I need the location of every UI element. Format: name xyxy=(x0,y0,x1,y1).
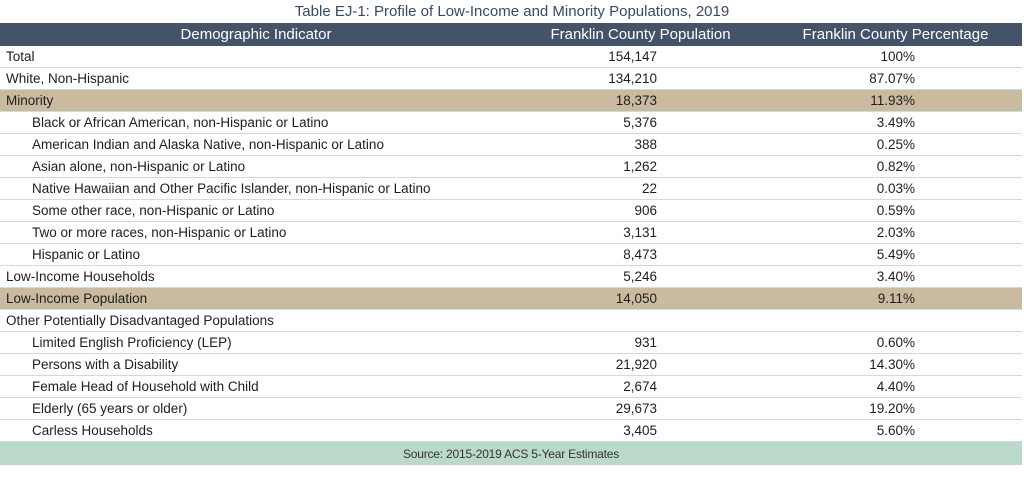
row-percentage xyxy=(769,309,1022,332)
row-population: 21,920 xyxy=(512,353,769,376)
row-label: Persons with a Disability xyxy=(0,353,512,376)
row-population: 5,246 xyxy=(512,265,769,288)
row-percentage: 11.93% xyxy=(769,89,1022,112)
row-percentage: 3.49% xyxy=(769,111,1022,134)
table-container: Table EJ-1: Profile of Low-Income and Mi… xyxy=(0,3,1022,465)
row-percentage: 0.59% xyxy=(769,199,1022,222)
row-population: 22 xyxy=(512,177,769,200)
table-row: Asian alone, non-Hispanic or Latino 1,262… xyxy=(0,155,1022,178)
column-header-population: Franklin County Population xyxy=(512,23,769,46)
table-row: White, Non-Hispanic 134,210 87.07% xyxy=(0,67,1022,90)
row-label: White, Non-Hispanic xyxy=(0,67,512,90)
source-row: Source: 2015-2019 ACS 5-Year Estimates xyxy=(0,441,1022,465)
table-row: Low-Income Population 14,050 9.11% xyxy=(0,287,1022,310)
row-percentage: 5.49% xyxy=(769,243,1022,266)
row-percentage: 4.40% xyxy=(769,375,1022,398)
row-label: Other Potentially Disadvantaged Populati… xyxy=(0,309,512,332)
row-population: 2,674 xyxy=(512,375,769,398)
row-label: Low-Income Households xyxy=(0,265,512,288)
row-percentage: 87.07% xyxy=(769,67,1022,90)
table-row: Black or African American, non-Hispanic … xyxy=(0,111,1022,134)
row-label: Carless Households xyxy=(0,419,512,442)
row-label: Native Hawaiian and Other Pacific Island… xyxy=(0,177,512,200)
row-percentage: 0.82% xyxy=(769,155,1022,178)
row-percentage: 0.03% xyxy=(769,177,1022,200)
column-header-percentage: Franklin County Percentage xyxy=(769,23,1022,46)
table-row: Other Potentially Disadvantaged Populati… xyxy=(0,309,1022,332)
row-population: 18,373 xyxy=(512,89,769,112)
row-population: 1,262 xyxy=(512,155,769,178)
row-label: Low-Income Population xyxy=(0,287,512,310)
column-header-indicator: Demographic Indicator xyxy=(0,23,512,46)
row-label: American Indian and Alaska Native, non-H… xyxy=(0,133,512,156)
table-row: Female Head of Household with Child 2,674… xyxy=(0,375,1022,398)
row-label: Female Head of Household with Child xyxy=(0,375,512,398)
row-percentage: 14.30% xyxy=(769,353,1022,376)
table-row: American Indian and Alaska Native, non-H… xyxy=(0,133,1022,156)
row-label: Two or more races, non-Hispanic or Latin… xyxy=(0,221,512,244)
row-percentage: 100% xyxy=(769,46,1022,68)
table-row: Minority 18,373 11.93% xyxy=(0,89,1022,112)
row-label: Black or African American, non-Hispanic … xyxy=(0,111,512,134)
table-row: Two or more races, non-Hispanic or Latin… xyxy=(0,221,1022,244)
table-row: Limited English Proficiency (LEP) 931 0.60… xyxy=(0,331,1022,354)
row-population: 931 xyxy=(512,331,769,354)
row-population: 29,673 xyxy=(512,397,769,420)
table-title: Table EJ-1: Profile of Low-Income and Mi… xyxy=(294,3,730,20)
row-population: 134,210 xyxy=(512,67,769,90)
row-label: Asian alone, non-Hispanic or Latino xyxy=(0,155,512,178)
row-label: Hispanic or Latino xyxy=(0,243,512,266)
row-percentage: 0.60% xyxy=(769,331,1022,354)
row-label: Elderly (65 years or older) xyxy=(0,397,512,420)
row-population: 906 xyxy=(512,199,769,222)
table-row: Carless Households 3,405 5.60% xyxy=(0,419,1022,442)
row-label: Some other race, non-Hispanic or Latino xyxy=(0,199,512,222)
row-label: Total xyxy=(0,46,512,68)
table-row: Low-Income Households 5,246 3.40% xyxy=(0,265,1022,288)
row-percentage: 9.11% xyxy=(769,287,1022,310)
row-population: 3,405 xyxy=(512,419,769,442)
table-body: Total 154,147 100% White, Non-Hispanic 134,2… xyxy=(0,46,1022,442)
row-population: 5,376 xyxy=(512,111,769,134)
row-population xyxy=(512,309,769,332)
demographic-table: Demographic Indicator Franklin County Po… xyxy=(0,23,1022,465)
table-row: Hispanic or Latino 8,473 5.49% xyxy=(0,243,1022,266)
table-row: Some other race, non-Hispanic or Latino 9… xyxy=(0,199,1022,222)
row-percentage: 19.20% xyxy=(769,397,1022,420)
table-row: Elderly (65 years or older) 29,673 19.20% xyxy=(0,397,1022,420)
table-row: Native Hawaiian and Other Pacific Island… xyxy=(0,177,1022,200)
row-population: 154,147 xyxy=(512,46,769,68)
row-percentage: 5.60% xyxy=(769,419,1022,442)
header-row: Demographic Indicator Franklin County Po… xyxy=(0,23,1022,46)
table-row: Total 154,147 100% xyxy=(0,46,1022,68)
row-percentage: 2.03% xyxy=(769,221,1022,244)
row-population: 8,473 xyxy=(512,243,769,266)
row-label: Minority xyxy=(0,89,512,112)
row-population: 388 xyxy=(512,133,769,156)
row-population: 3,131 xyxy=(512,221,769,244)
row-percentage: 3.40% xyxy=(769,265,1022,288)
row-population: 14,050 xyxy=(512,287,769,310)
table-row: Persons with a Disability 21,920 14.30% xyxy=(0,353,1022,376)
row-percentage: 0.25% xyxy=(769,133,1022,156)
source-note: Source: 2015-2019 ACS 5-Year Estimates xyxy=(0,441,1022,465)
row-label: Limited English Proficiency (LEP) xyxy=(0,331,512,354)
